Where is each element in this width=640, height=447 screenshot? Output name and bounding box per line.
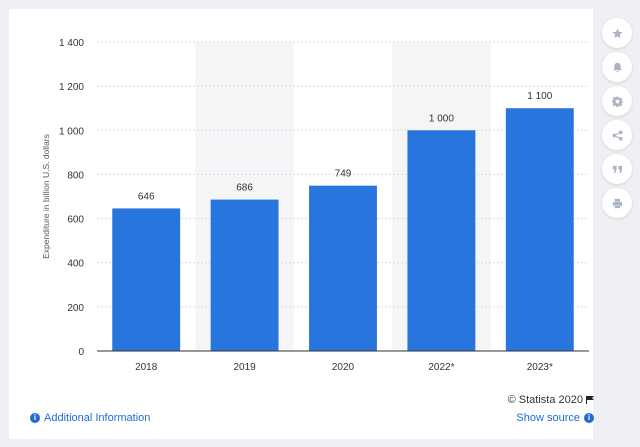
show-source-link[interactable]: Show source i (516, 412, 594, 424)
y-tick-label: 400 (67, 259, 84, 270)
notification-button[interactable] (602, 52, 632, 82)
quote-icon (612, 165, 622, 173)
y-tick-label: 1 200 (59, 82, 84, 93)
y-tick-label: 200 (67, 303, 84, 314)
bar-2019 (210, 199, 279, 351)
side-toolbar (600, 18, 634, 222)
bar-2023* (505, 108, 574, 351)
show-source-label: Show source (516, 412, 580, 424)
data-label: 646 (138, 191, 155, 202)
y-axis-title: Expenditure in billion U.S. dollars (41, 134, 51, 259)
gear-icon (611, 95, 623, 107)
favorite-button[interactable] (602, 18, 632, 48)
bar-2018 (112, 208, 181, 351)
y-tick-label: 1 400 (59, 38, 84, 49)
bar-chart: 0 200 400 600 800 1 000 1 200 1 400 646 2018 686 20… (41, 38, 589, 373)
statista-credit[interactable]: © Statista 2020 (508, 394, 594, 406)
x-tick-label: 2020 (332, 362, 355, 373)
star-icon (611, 27, 623, 38)
y-tick-label: 1 000 (59, 126, 84, 137)
data-label: 686 (236, 183, 253, 194)
info-icon: i (584, 413, 594, 423)
chart-card: 0 200 400 600 800 1 000 1 200 1 400 646 2018 686 20… (9, 9, 593, 439)
data-label: 749 (335, 169, 352, 180)
settings-button[interactable] (602, 86, 632, 116)
cite-button[interactable] (602, 154, 632, 184)
x-tick-label: 2022* (428, 362, 454, 373)
additional-information-link[interactable]: i Additional Information (30, 412, 150, 424)
bar-2022* (407, 130, 476, 351)
bar-2020 (309, 185, 377, 351)
print-icon (612, 198, 622, 208)
y-tick-label: 0 (78, 347, 84, 358)
x-tick-label: 2018 (135, 362, 158, 373)
y-tick-label: 800 (67, 170, 84, 181)
data-label: 1 100 (527, 91, 552, 102)
flag-icon (586, 396, 594, 404)
additional-information-label: Additional Information (44, 412, 151, 424)
share-icon (611, 129, 623, 141)
credit-label: © Statista 2020 (507, 394, 583, 406)
x-tick-label: 2023* (527, 362, 553, 373)
info-icon: i (30, 413, 40, 423)
y-tick-label: 600 (67, 215, 84, 226)
print-button[interactable] (602, 188, 632, 218)
share-button[interactable] (602, 120, 632, 150)
bell-icon (612, 62, 622, 72)
x-tick-label: 2019 (233, 362, 256, 373)
data-label: 1 000 (429, 113, 454, 124)
